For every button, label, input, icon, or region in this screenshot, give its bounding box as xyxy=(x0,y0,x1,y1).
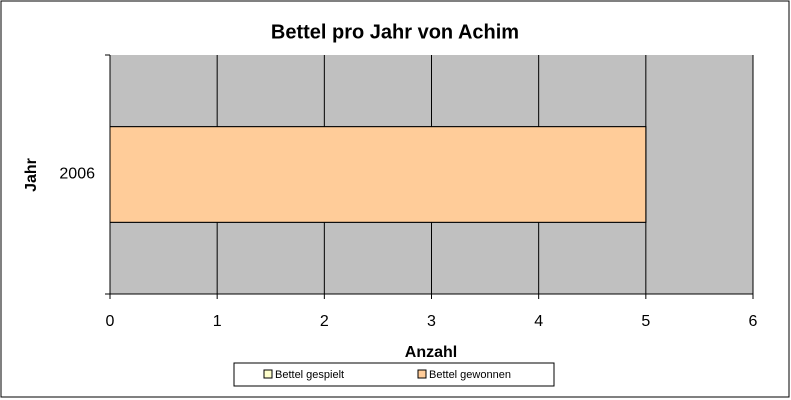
bar xyxy=(109,126,647,223)
legend-label: Bettel gewonnen xyxy=(429,369,511,381)
x-tick-label: 1 xyxy=(213,313,222,330)
x-tick-label: 3 xyxy=(427,313,436,330)
legend-swatch xyxy=(417,369,427,379)
x-tick-label: 6 xyxy=(749,313,758,330)
y-tick-label: 2006 xyxy=(59,166,95,183)
x-tick-label: 0 xyxy=(106,313,115,330)
chart-title: Bettel pro Jahr von Achim xyxy=(271,21,519,43)
x-axis-title: Anzahl xyxy=(405,344,457,361)
legend-box xyxy=(233,362,555,387)
legend-swatch xyxy=(263,369,273,379)
x-tick-label: 2 xyxy=(320,313,329,330)
x-tick-label: 5 xyxy=(641,313,650,330)
y-axis-title: Jahr xyxy=(23,158,40,192)
legend-label: Bettel gespielt xyxy=(275,369,344,381)
x-tick-label: 4 xyxy=(534,313,543,330)
